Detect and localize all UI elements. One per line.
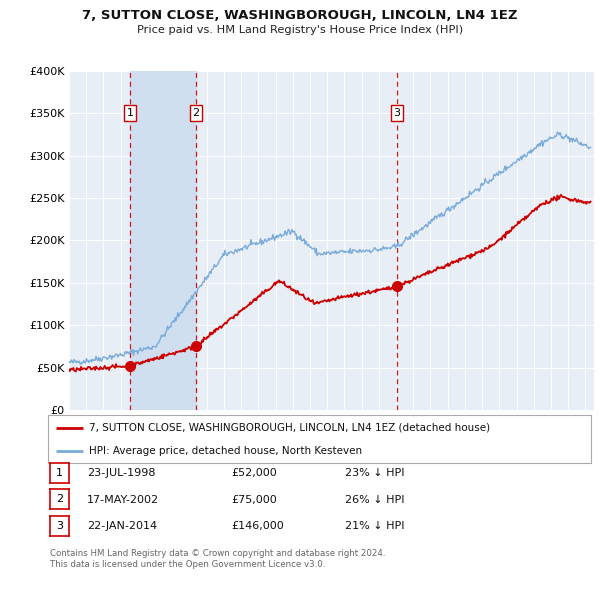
Text: 21% ↓ HPI: 21% ↓ HPI [345,522,404,531]
Text: 2: 2 [192,108,199,118]
Text: HPI: Average price, detached house, North Kesteven: HPI: Average price, detached house, Nort… [89,446,362,456]
Text: Price paid vs. HM Land Registry's House Price Index (HPI): Price paid vs. HM Land Registry's House … [137,25,463,35]
Text: Contains HM Land Registry data © Crown copyright and database right 2024.: Contains HM Land Registry data © Crown c… [50,549,385,558]
Text: 1: 1 [127,108,134,118]
Text: This data is licensed under the Open Government Licence v3.0.: This data is licensed under the Open Gov… [50,560,325,569]
Text: 1: 1 [56,468,63,477]
Text: 23-JUL-1998: 23-JUL-1998 [87,468,155,478]
Text: 3: 3 [56,521,63,530]
Text: 3: 3 [394,108,401,118]
Text: 7, SUTTON CLOSE, WASHINGBOROUGH, LINCOLN, LN4 1EZ: 7, SUTTON CLOSE, WASHINGBOROUGH, LINCOLN… [82,9,518,22]
Text: £75,000: £75,000 [231,495,277,504]
Text: 17-MAY-2002: 17-MAY-2002 [87,495,159,504]
Text: 7, SUTTON CLOSE, WASHINGBOROUGH, LINCOLN, LN4 1EZ (detached house): 7, SUTTON CLOSE, WASHINGBOROUGH, LINCOLN… [89,423,490,433]
Text: 23% ↓ HPI: 23% ↓ HPI [345,468,404,478]
Text: £146,000: £146,000 [231,522,284,531]
Text: £52,000: £52,000 [231,468,277,478]
Bar [130,71,196,410]
Text: 26% ↓ HPI: 26% ↓ HPI [345,495,404,504]
Text: 22-JAN-2014: 22-JAN-2014 [87,522,157,531]
Text: 2: 2 [56,494,63,504]
